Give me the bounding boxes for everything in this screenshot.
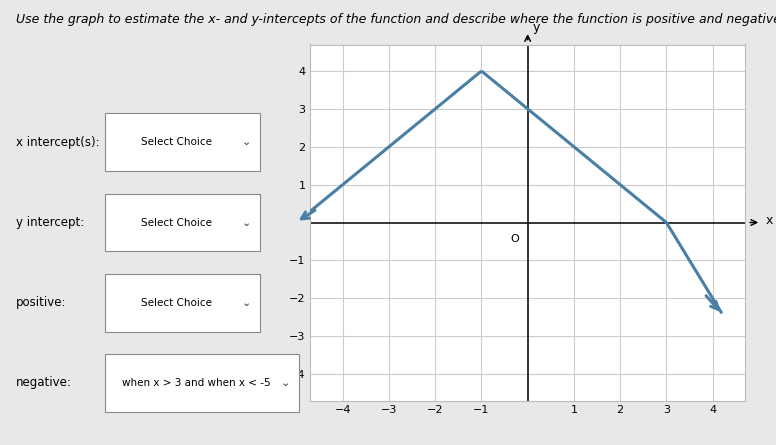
Text: negative:: negative: [16, 376, 71, 389]
Text: ⌄: ⌄ [281, 378, 290, 388]
Text: x: x [766, 214, 773, 227]
Text: y intercept:: y intercept: [16, 216, 84, 229]
Text: ⌄: ⌄ [242, 218, 251, 227]
Text: y: y [532, 21, 539, 34]
Text: Select Choice: Select Choice [141, 218, 212, 227]
Text: positive:: positive: [16, 296, 66, 309]
Text: ⌄: ⌄ [242, 138, 251, 147]
Text: O: O [511, 234, 519, 244]
Text: when x > 3 and when x < -5: when x > 3 and when x < -5 [122, 378, 270, 388]
Text: x intercept(s):: x intercept(s): [16, 136, 99, 149]
Text: Select Choice: Select Choice [141, 138, 212, 147]
Text: ⌄: ⌄ [242, 298, 251, 307]
Text: Select Choice: Select Choice [141, 298, 212, 307]
Text: Use the graph to estimate the x- and y-intercepts of the function and describe w: Use the graph to estimate the x- and y-i… [16, 13, 776, 26]
